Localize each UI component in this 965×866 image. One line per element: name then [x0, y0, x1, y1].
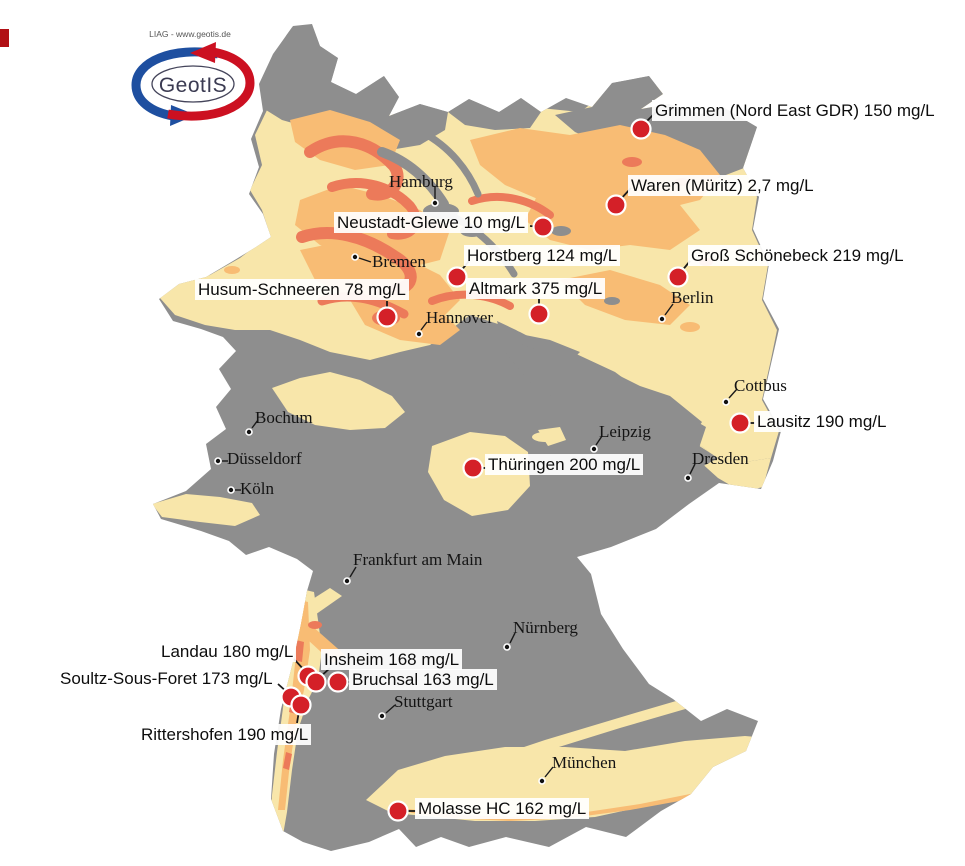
city-leader-line	[595, 435, 603, 446]
city-leader-line	[689, 463, 696, 475]
city-marker-dot	[415, 330, 423, 338]
city-leader-line	[420, 321, 428, 331]
site-marker-dot[interactable]	[305, 671, 327, 693]
site-marker-dot[interactable]	[605, 194, 627, 216]
city-marker-dot	[722, 398, 730, 406]
city-marker-dot	[378, 712, 386, 720]
city-marker-dot	[214, 457, 222, 465]
city-leader-line	[385, 704, 396, 714]
geotis-logo: GeotIS	[131, 42, 255, 126]
city-marker-dot	[227, 486, 235, 494]
city-leader-line	[251, 419, 259, 429]
credit-text: LIAG - www.geotis.de	[149, 29, 231, 39]
site-marker-dot[interactable]	[528, 303, 550, 325]
corner-legend-fragment	[0, 29, 9, 47]
site-marker-dot[interactable]	[446, 266, 468, 288]
city-leader-line	[509, 632, 516, 644]
site-marker-dot[interactable]	[376, 306, 398, 328]
city-marker-dot	[590, 445, 598, 453]
site-marker-dot[interactable]	[532, 216, 554, 238]
site-marker-dot[interactable]	[729, 412, 751, 434]
city-marker-dot	[538, 777, 546, 785]
city-leader-line	[728, 388, 738, 399]
logo-red-arrow-icon	[167, 47, 255, 121]
site-marker-dot[interactable]	[290, 694, 312, 716]
city-marker-dot	[351, 253, 359, 261]
site-marker-dot[interactable]	[462, 457, 484, 479]
logo-red-arrowhead-icon	[190, 42, 216, 63]
logo-blue-arrow-icon	[131, 47, 219, 121]
city-marker-dot	[658, 315, 666, 323]
logo-wordmark: GeotIS	[159, 74, 227, 97]
city-leader-line	[664, 303, 674, 316]
city-marker-dot	[684, 474, 692, 482]
city-marker-dot	[503, 643, 511, 651]
site-marker-dot[interactable]	[327, 671, 349, 693]
city-marker-dot	[245, 428, 253, 436]
site-marker-dot[interactable]	[387, 800, 409, 822]
city-leader-line	[544, 766, 554, 778]
site-marker-dot[interactable]	[630, 118, 652, 140]
city-marker-dot	[343, 577, 351, 585]
city-leader-line	[358, 257, 372, 263]
site-marker-dot[interactable]	[667, 266, 689, 288]
city-leader-line	[349, 566, 357, 578]
markers-layer	[214, 110, 755, 822]
city-marker-dot	[431, 199, 439, 207]
